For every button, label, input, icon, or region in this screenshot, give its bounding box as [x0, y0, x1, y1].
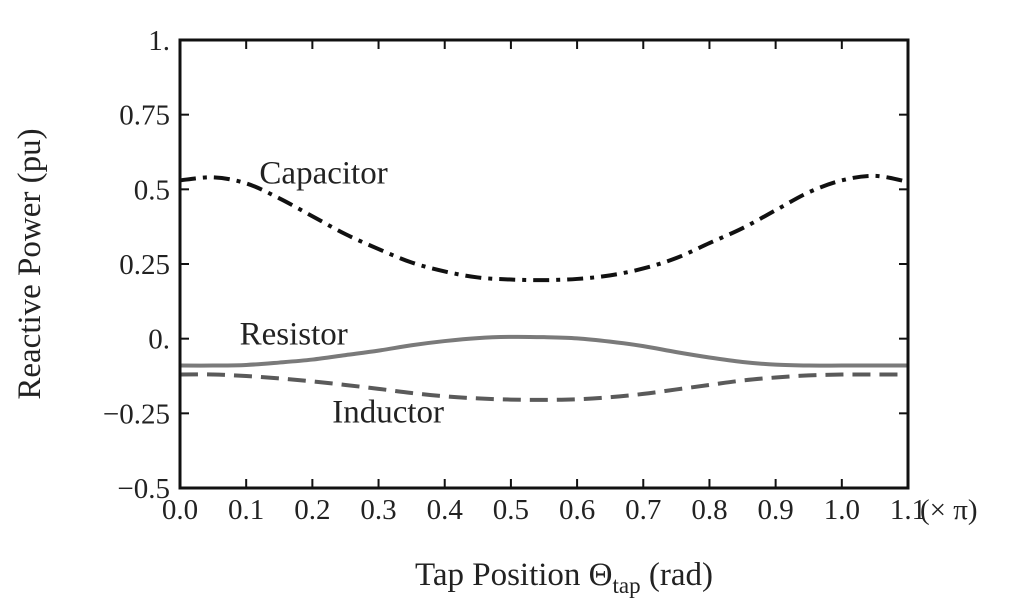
y-tick-label: 0.75: [119, 100, 170, 132]
y-tick-label: 1.: [148, 25, 170, 57]
x-tick-label: 0.3: [360, 494, 396, 526]
y-tick-label: 0.: [148, 324, 170, 356]
x-unit-suffix: (× π): [920, 494, 978, 526]
ticks-layer: 0.0 0.1 0.2 0.3 0.4 0.5 0.6 0.7 0.8 0.9 1.0 1.1 −0.5…: [103, 25, 926, 526]
y-tick-label: −0.5: [117, 473, 170, 505]
x-tick-label: 0.9: [758, 494, 794, 526]
annotation-inductor: Inductor: [332, 394, 444, 430]
annotation-capacitor: Capacitor: [259, 155, 387, 191]
x-tick-label: 0.8: [691, 494, 727, 526]
annotations-layer: Capacitor Resistor Inductor: [240, 155, 444, 430]
y-tick-label: −0.25: [103, 398, 170, 430]
series-line-inductor: [179, 372, 908, 402]
x-tick-label: 0.1: [228, 494, 264, 526]
x-tick-label: 1.1: [890, 494, 926, 526]
x-tick-label: 1.0: [824, 494, 860, 526]
x-tick-label: 0.2: [294, 494, 330, 526]
x-tick-label: 0.0: [162, 494, 198, 526]
x-tick-label: 0.5: [493, 494, 529, 526]
y-tick-label: 0.25: [119, 249, 170, 281]
series-layer: [179, 173, 909, 402]
x-tick-label: 0.7: [625, 494, 661, 526]
x-tick-label: 0.6: [559, 494, 595, 526]
x-axis-label-unit: (rad): [641, 557, 713, 593]
annotation-resistor: Resistor: [240, 317, 348, 353]
x-tick-label: 0.4: [427, 494, 464, 526]
series-line-resistor: [179, 334, 908, 368]
y-tick-label: 0.5: [134, 174, 170, 206]
series-line-capacitor: [179, 173, 909, 283]
x-axis-label-main: Tap Position Θ: [415, 557, 613, 593]
x-axis-label-subscript: tap: [613, 573, 641, 598]
plot-frame: [178, 38, 910, 490]
x-axis-label: Tap Position Θtap (rad): [415, 557, 713, 598]
y-axis-label: Reactive Power (pu): [12, 128, 48, 399]
